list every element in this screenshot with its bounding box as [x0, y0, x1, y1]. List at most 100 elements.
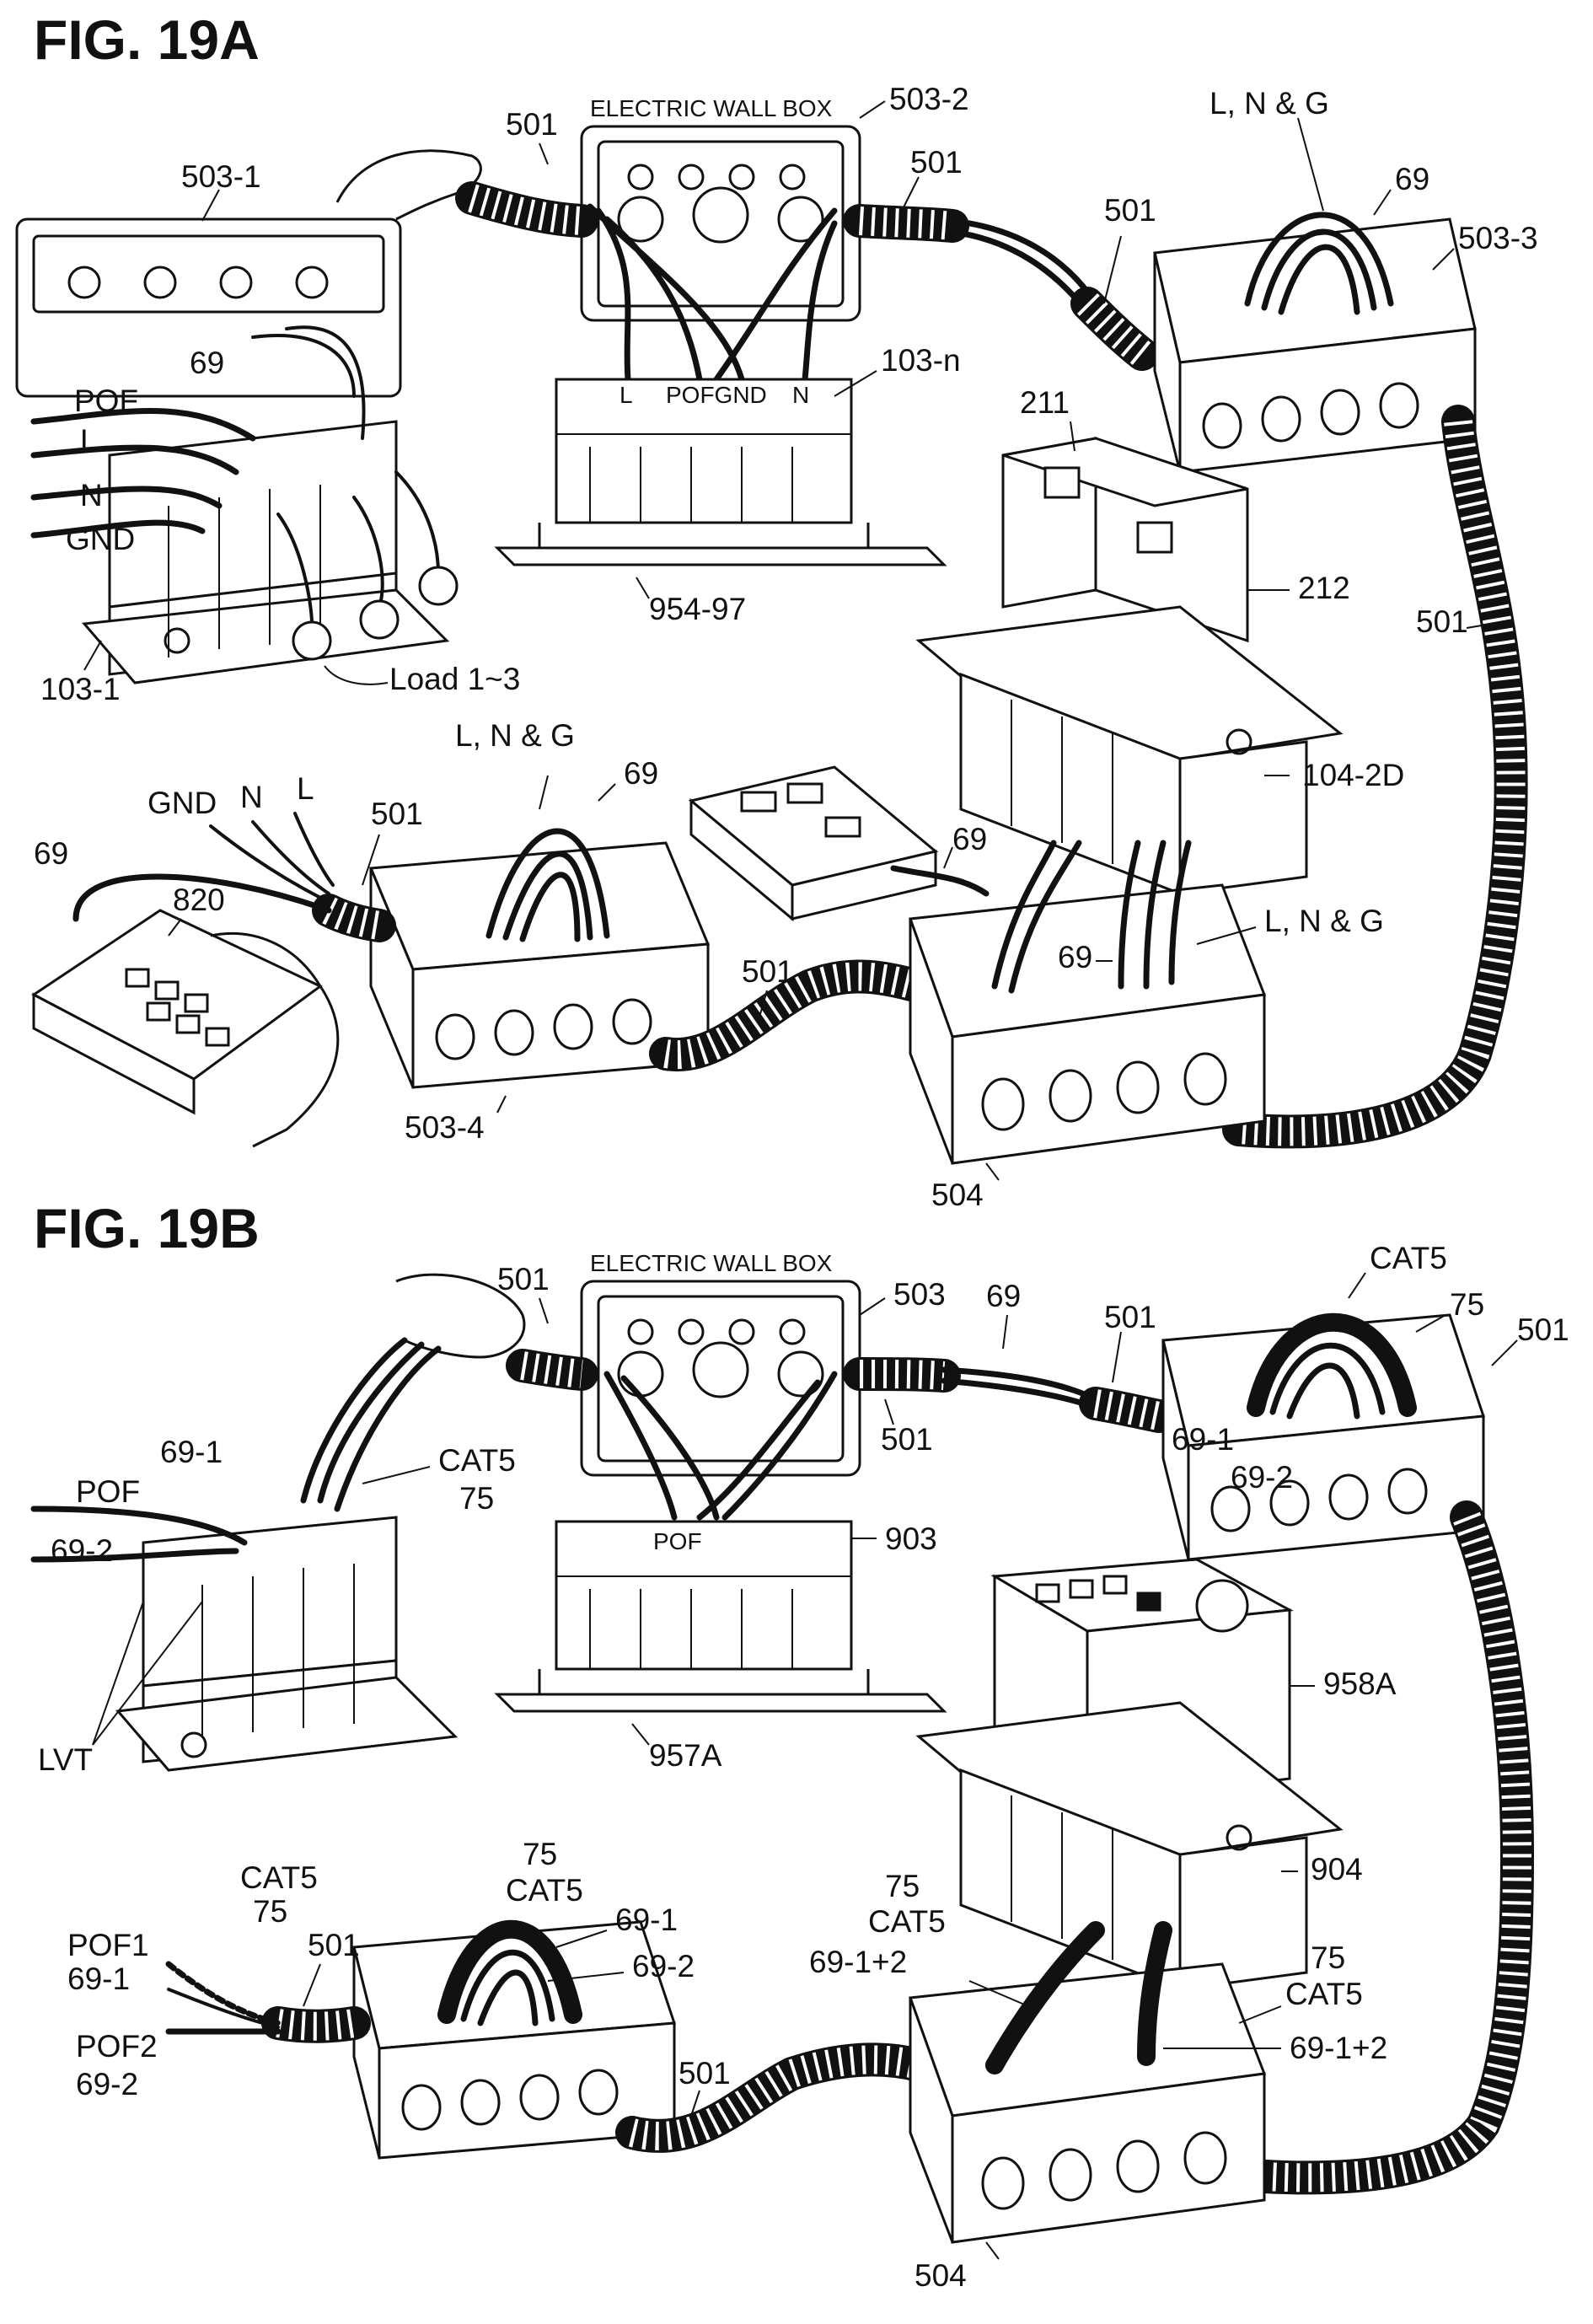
figure-title: FIG. 19B — [34, 1197, 260, 1259]
module-103-1: 103-1 — [40, 421, 447, 706]
figure-19b: FIG. 19B ELECTRIC WALL BOX 503 — [34, 1197, 1569, 2293]
label-pof2: POF2 — [76, 2029, 158, 2064]
label-cat5-box: CAT5 — [506, 1873, 583, 1908]
label-lng-right: L, N & G — [1264, 904, 1384, 938]
label-gnd: GND — [66, 522, 135, 556]
label-501-e: 501 — [371, 797, 423, 831]
label-75-top: 75 — [1450, 1287, 1484, 1322]
label-69-1-2-b: 69-1+2 — [1290, 2031, 1387, 2065]
label-69-1-top: 69-1 — [1172, 1422, 1234, 1457]
label-69-box: 69 — [1058, 940, 1092, 974]
label-69-top: 69 — [1395, 162, 1429, 196]
label-501-a: 501 — [497, 1262, 550, 1296]
module-904: 904 — [919, 1703, 1363, 1989]
label-75-l: 75 — [253, 1894, 287, 1929]
label-l-2: L — [297, 771, 314, 806]
label-954-97: 954-97 — [649, 592, 746, 626]
label-501-c: 501 — [1104, 193, 1156, 228]
figure-19a: FIG. 19A ELECTRIC WALL BOX — [17, 8, 1538, 1212]
label-n-2: N — [240, 780, 263, 814]
label-503-2: 503-2 — [889, 82, 969, 116]
box-upper-right-19b: CAT5 75 69-1 69-2 501 — [1163, 1241, 1569, 1559]
label-pof: POF — [74, 384, 138, 418]
label-75-mid: 75 — [459, 1481, 494, 1516]
remote-820: 820 — [34, 883, 338, 1146]
label-pof-left: POF — [76, 1474, 140, 1509]
label-211: 211 — [1020, 385, 1070, 420]
label-69-1-box: 69-1 — [615, 1903, 678, 1937]
label-75-r1: 75 — [885, 1869, 920, 1903]
wires-into-lower-left: CAT5 75 POF1 69-1 501 POF2 69-2 — [67, 1860, 360, 2101]
wires-into-503-4: GND N L 501 69 — [34, 771, 423, 926]
label-69-2-top: 69-2 — [1231, 1460, 1293, 1495]
label-lvt: LVT — [38, 1742, 93, 1777]
label-lng-mid: L, N & G — [455, 718, 575, 753]
label-69-2-left: 69-2 — [51, 1533, 113, 1568]
label-n: N — [80, 478, 103, 513]
label-501-b: 501 — [1104, 1300, 1156, 1334]
label-504-19a: 504 — [931, 1178, 984, 1212]
label-load: Load 1~3 — [389, 662, 520, 696]
label-69-2-box: 69-2 — [632, 1949, 695, 1983]
label-pof1: POF1 — [67, 1928, 149, 1962]
label-lng-top: L, N & G — [1210, 86, 1329, 121]
label-69: 69 — [986, 1279, 1021, 1313]
box-503-3: L, N & G 69 503-3 — [1155, 86, 1538, 472]
label-501-f: 501 — [742, 954, 794, 989]
label-501-right: 501 — [1517, 1312, 1569, 1347]
label-75-box: 75 — [523, 1837, 557, 1871]
wall-box-caption: ELECTRIC WALL BOX — [590, 95, 833, 121]
label-69-right: 69 — [952, 822, 987, 856]
label-104-2d: 104-2D — [1302, 758, 1404, 792]
box-lower-left-19b: 75 CAT5 69-1 69-2 — [354, 1837, 695, 2158]
label-69-1-l: 69-1 — [67, 1962, 130, 1996]
label-cat5-r2: CAT5 — [1285, 1977, 1363, 2011]
label-503: 503 — [893, 1277, 946, 1312]
figure-title: FIG. 19A — [34, 8, 260, 71]
label-69-left: 69 — [190, 346, 224, 380]
label-504-19b: 504 — [914, 2258, 967, 2293]
terminal-l: L — [620, 382, 633, 408]
electric-wall-box-503-2: ELECTRIC WALL BOX — [582, 95, 860, 320]
label-69-1-2-a: 69-1+2 — [809, 1945, 907, 1979]
label-l: L — [80, 423, 98, 458]
label-103-n: 103-n — [881, 343, 961, 378]
label-503-4: 503-4 — [405, 1110, 485, 1145]
label-cat5-mid: CAT5 — [438, 1443, 516, 1478]
label-503-1: 503-1 — [181, 159, 261, 194]
label-103-1: 103-1 — [40, 672, 121, 706]
label-501-c: 501 — [881, 1422, 933, 1457]
label-503-3: 503-3 — [1458, 221, 1538, 255]
label-501-d: 501 — [1416, 604, 1468, 639]
label-69-2-l: 69-2 — [76, 2067, 138, 2101]
label-69-1-left: 69-1 — [160, 1435, 223, 1469]
label-904: 904 — [1311, 1852, 1363, 1887]
label-cat5-top: CAT5 — [1370, 1241, 1447, 1275]
label-69-remote: 69 — [34, 836, 68, 871]
cables-into-lvt: 69-1 POF 69-2 CAT5 75 — [34, 1275, 524, 1568]
box-503-4: L, N & G 69 503-4 — [371, 718, 708, 1145]
label-501-b: 501 — [910, 145, 963, 180]
box-504-19a: 69 L, N & G 504 — [910, 843, 1384, 1212]
terminal-pof: POF — [653, 1528, 702, 1554]
wall-box-caption: ELECTRIC WALL BOX — [590, 1250, 833, 1276]
label-903: 903 — [885, 1522, 937, 1556]
label-gnd-2: GND — [148, 786, 217, 820]
device-69-right: 69 — [691, 767, 987, 919]
label-820: 820 — [173, 883, 225, 917]
terminal-n: N — [792, 382, 809, 408]
label-cat5-l: CAT5 — [240, 1860, 318, 1895]
label-501-a: 501 — [506, 107, 558, 142]
label-cat5-r1: CAT5 — [868, 1904, 946, 1939]
label-958a: 958A — [1323, 1667, 1397, 1701]
module-103-n: L POFGND N 954-97 103-n — [497, 343, 961, 626]
label-501-bot: 501 — [678, 2056, 731, 2091]
terminal-pof-gnd: POFGND — [666, 382, 767, 408]
module-903: POF 903 957A — [497, 1522, 944, 1773]
label-69-mid: 69 — [624, 756, 658, 791]
label-957a: 957A — [649, 1738, 722, 1773]
label-212: 212 — [1298, 571, 1350, 605]
label-75-r2: 75 — [1311, 1940, 1345, 1975]
